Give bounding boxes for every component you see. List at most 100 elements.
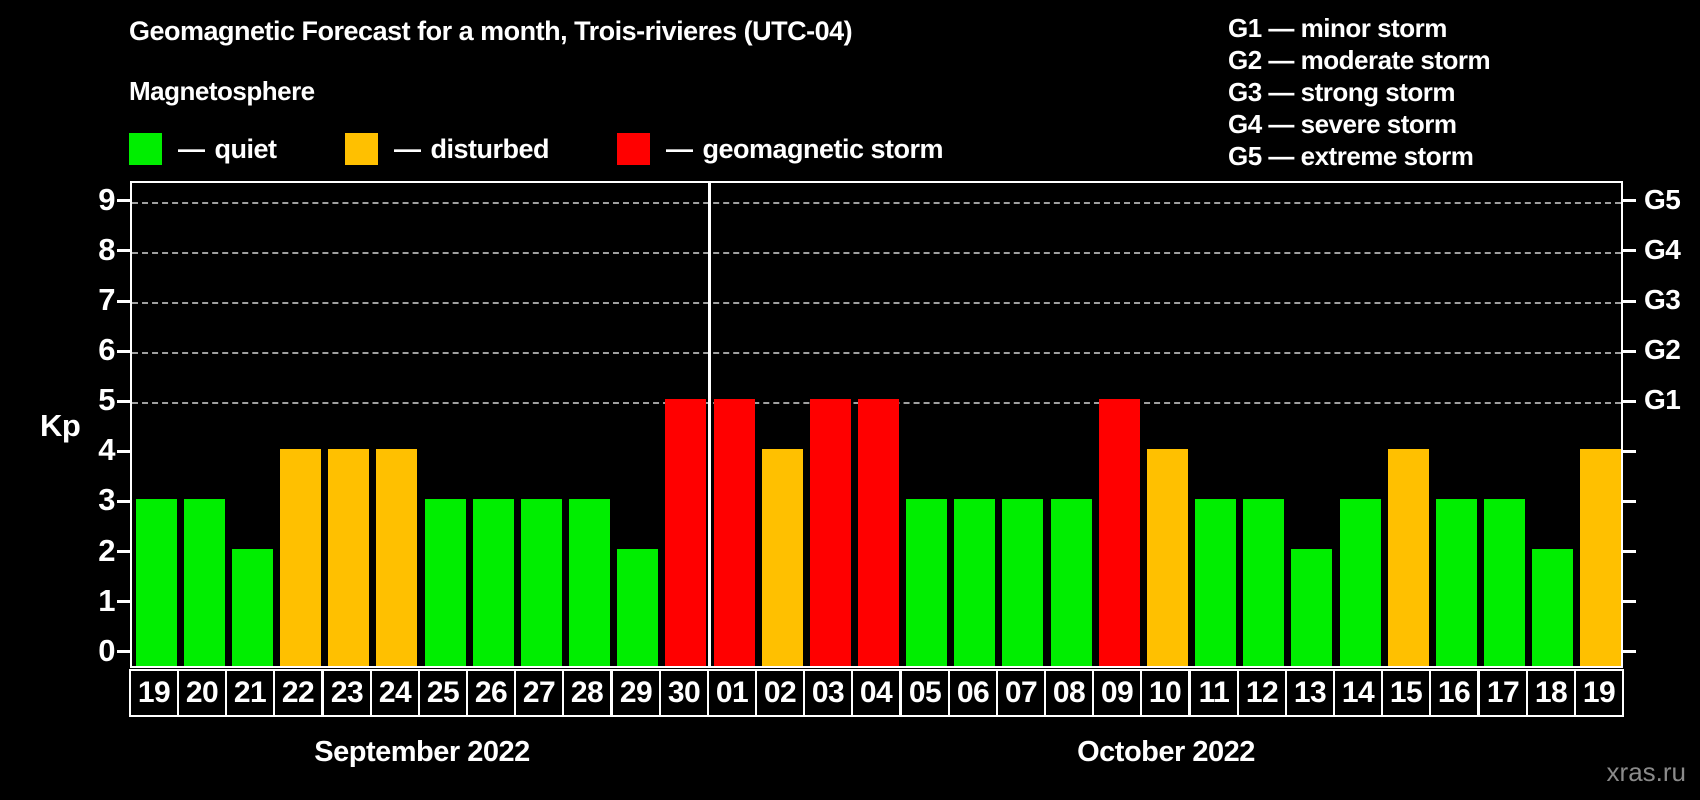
y-tick-label: 0 — [98, 632, 115, 668]
g-axis-label: G1 — [1644, 384, 1681, 416]
quiet-color-swatch — [129, 133, 162, 165]
y-tick-right — [1623, 399, 1636, 403]
day-cell: 26 — [466, 669, 516, 717]
kp-bar — [569, 499, 610, 666]
y-tick-left — [117, 349, 130, 353]
gridline-kp6 — [132, 352, 1621, 355]
y-tick-right — [1623, 299, 1636, 303]
kp-bar — [1436, 499, 1477, 666]
g-legend-line: G5 — extreme storm — [1228, 141, 1474, 171]
kp-bar — [1340, 499, 1381, 666]
kp-bar — [473, 499, 514, 666]
y-tick-right — [1623, 249, 1636, 253]
month-separator-line — [708, 183, 711, 666]
kp-bar — [136, 499, 177, 666]
y-tick-left — [117, 399, 130, 403]
g-axis-label: G3 — [1644, 284, 1681, 315]
legend-item-label: — disturbed — [394, 133, 550, 164]
y-tick-right — [1623, 449, 1636, 453]
g-axis-label: G2 — [1644, 334, 1681, 366]
kp-bar — [521, 499, 562, 666]
kp-bar — [906, 499, 947, 666]
day-cell: 20 — [177, 669, 227, 717]
month-label-october: October 2022 — [1077, 736, 1255, 768]
disturbed-color-swatch — [345, 133, 378, 165]
kp-bar — [376, 449, 417, 666]
y-tick-label: 2 — [98, 532, 115, 568]
kp-bar — [1051, 499, 1092, 666]
kp-bar — [232, 549, 273, 666]
day-cell: 27 — [514, 669, 564, 717]
kp-bar — [1147, 449, 1188, 666]
y-tick-label: 5 — [98, 382, 115, 418]
gridline-kp8 — [132, 251, 1621, 254]
day-cell: 29 — [611, 669, 661, 717]
y-tick-left — [117, 499, 130, 503]
kp-bar — [1243, 499, 1284, 666]
day-cell: 01 — [707, 669, 757, 717]
y-tick-left — [117, 249, 130, 253]
kp-bar — [280, 449, 321, 666]
kp-bar — [810, 399, 851, 666]
kp-bar — [954, 499, 995, 666]
g-scale-legend: G1 — minor storm G2 — moderate storm G3 … — [1228, 12, 1491, 172]
day-cell: 13 — [1285, 669, 1335, 717]
legend-item-quiet: — quiet — [129, 133, 277, 165]
kp-bar — [184, 499, 225, 666]
day-cell: 16 — [1429, 669, 1479, 717]
legend-item-label: — geomagnetic storm — [666, 133, 944, 164]
magnetosphere-label: Magnetosphere — [129, 76, 315, 106]
legend-item-disturbed: — disturbed — [345, 133, 550, 165]
day-cell: 02 — [755, 669, 805, 717]
y-tick-left — [117, 449, 130, 453]
kp-bar — [1099, 399, 1140, 666]
legend-item-label: — quiet — [178, 133, 277, 164]
y-tick-right — [1623, 349, 1636, 353]
day-cell: 04 — [851, 669, 901, 717]
g-axis-label: G5 — [1644, 183, 1681, 215]
y-tick-left — [117, 550, 130, 553]
day-cell: 14 — [1333, 669, 1383, 717]
y-axis-title: Kp — [40, 408, 81, 443]
g-legend-line: G1 — minor storm — [1228, 13, 1447, 43]
day-cell: 19 — [129, 669, 179, 717]
month-label-september: September 2022 — [314, 736, 530, 768]
legend-item-storm: — geomagnetic storm — [617, 133, 944, 165]
y-tick-right — [1623, 550, 1636, 553]
kp-bar — [425, 499, 466, 666]
y-tick-left — [117, 650, 130, 654]
day-cell: 03 — [803, 669, 853, 717]
kp-bar — [665, 399, 706, 666]
day-cell: 23 — [322, 669, 372, 717]
day-cell: 05 — [900, 669, 950, 717]
y-tick-label: 8 — [98, 231, 115, 267]
y-tick-label: 1 — [98, 582, 115, 618]
y-tick-label: 7 — [98, 282, 115, 317]
y-tick-right — [1623, 499, 1636, 503]
kp-bar — [762, 449, 803, 666]
day-cell: 17 — [1478, 669, 1528, 717]
day-cell: 09 — [1092, 669, 1142, 717]
y-tick-right — [1623, 199, 1636, 203]
day-cell: 07 — [996, 669, 1046, 717]
day-cell: 30 — [659, 669, 709, 717]
g-legend-line: G4 — severe storm — [1228, 109, 1457, 139]
y-tick-label: 4 — [98, 432, 115, 468]
day-cell: 10 — [1140, 669, 1190, 717]
kp-bar — [1291, 549, 1332, 666]
day-cell: 06 — [948, 669, 998, 717]
gridline-kp9 — [132, 201, 1621, 204]
kp-bar — [617, 549, 658, 666]
day-cell: 08 — [1044, 669, 1094, 717]
kp-bar — [1532, 549, 1573, 666]
y-tick-left — [117, 299, 130, 303]
y-tick-right — [1623, 600, 1636, 604]
kp-bar — [1580, 449, 1621, 666]
page-title: Geomagnetic Forecast for a month, Trois-… — [129, 16, 853, 46]
kp-bar — [328, 449, 369, 666]
g-axis-label: G4 — [1644, 233, 1681, 265]
day-cell: 24 — [370, 669, 420, 717]
y-tick-left — [117, 199, 130, 203]
chart-plot-area — [130, 181, 1623, 668]
